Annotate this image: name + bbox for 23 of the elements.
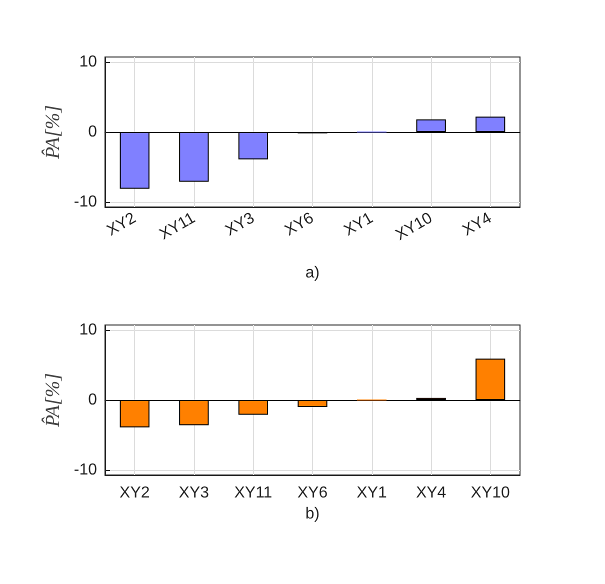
x-tick-label: XY3: [222, 210, 258, 240]
x-tick-label: XY1: [341, 210, 376, 240]
x-axis-title: b): [305, 505, 320, 522]
y-tick-label: 10: [79, 53, 98, 70]
x-tick-label: XY3: [178, 484, 210, 502]
y-tick-label: 0: [88, 124, 98, 140]
y-axis-title: P̂A[%]: [42, 104, 64, 160]
x-tick-label: XY4: [416, 484, 446, 502]
x-tick-label: XY10: [470, 484, 510, 502]
y-tick-label: -10: [74, 462, 98, 479]
x-tick-label: XY6: [297, 484, 328, 502]
y-tick-label: -10: [74, 194, 98, 211]
x-tick-label: XY11: [234, 484, 272, 502]
x-axis-title: a): [305, 264, 320, 282]
y-tick-label: 10: [79, 321, 98, 338]
x-tick-label: XY4: [460, 210, 495, 240]
x-tick-label: XY2: [104, 210, 139, 240]
y-tick-label: 0: [88, 392, 98, 408]
x-tick-label: XY2: [120, 484, 150, 502]
x-tick-label: XY6: [282, 210, 317, 240]
x-tick-label: XY11: [156, 210, 198, 244]
x-tick-label: XY1: [356, 484, 388, 502]
y-axis-title: P̂A[%]: [42, 372, 64, 428]
